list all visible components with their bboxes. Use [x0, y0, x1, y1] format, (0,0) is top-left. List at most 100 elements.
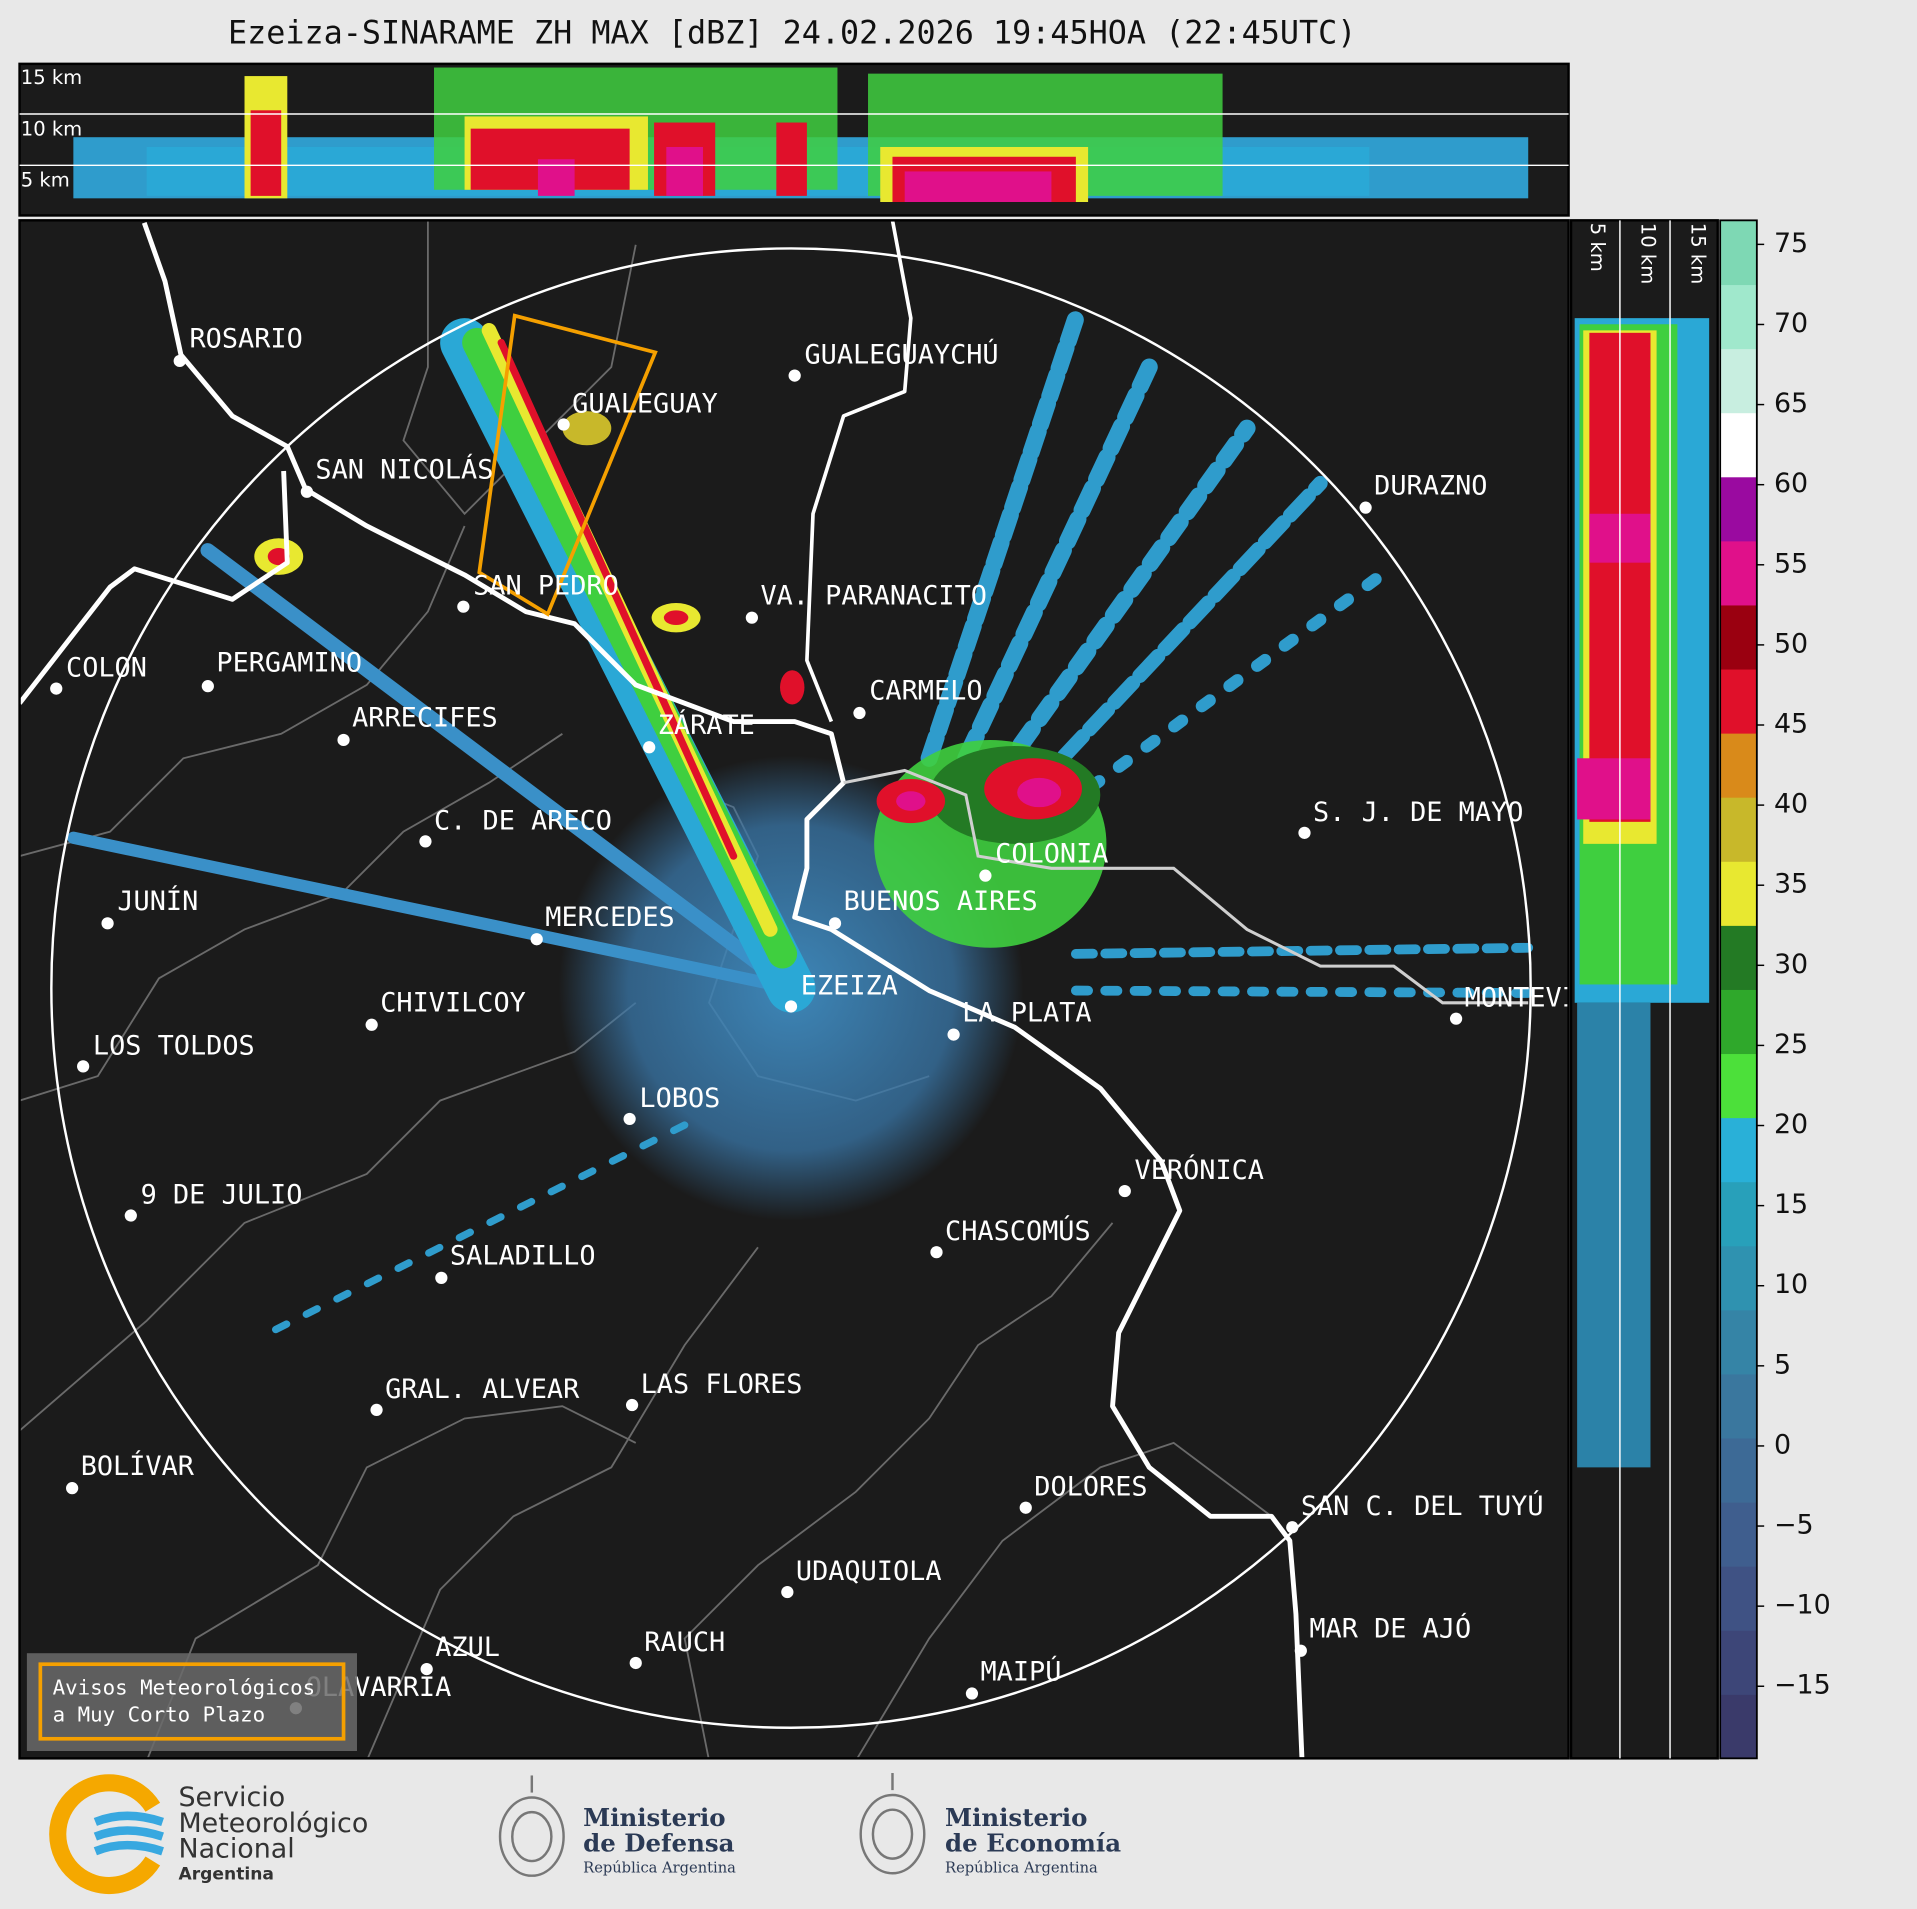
range-ring	[50, 247, 1532, 1730]
colorbar-band	[1720, 925, 1757, 990]
echo-cells	[254, 411, 1107, 948]
colorbar-tick-label: 75	[1774, 228, 1808, 259]
city-marker	[124, 1209, 137, 1222]
city-label: SALADILLO	[450, 1241, 596, 1272]
ministry-text: de Defensa	[583, 1829, 734, 1858]
city-label: SAN NICOLÁS	[315, 453, 493, 485]
colorbar-tick-label: 10	[1774, 1269, 1808, 1300]
colorbar-tick-label: 55	[1774, 548, 1808, 579]
ministry-text: Ministerio	[945, 1803, 1087, 1832]
ministry-text: de Economía	[945, 1829, 1121, 1858]
smn-text: Servicio	[178, 1782, 285, 1813]
colorbar-tick-label: 25	[1774, 1029, 1808, 1060]
warning-polygon	[477, 313, 658, 617]
colorbar-tick-label: 45	[1774, 708, 1808, 739]
colorbar-frame	[1719, 219, 1758, 1760]
colorbar-tick-label: −5	[1774, 1510, 1814, 1541]
city-label: RAUCH	[644, 1627, 725, 1658]
city-label: ZÁRATE	[658, 709, 755, 741]
city-marker	[979, 869, 992, 882]
city-marker	[419, 835, 432, 848]
colorbar-band	[1720, 540, 1757, 606]
ministry-subtitle: República Argentina	[583, 1859, 736, 1876]
city-label: BUENOS AIRES	[844, 886, 1038, 917]
colorbar-band	[1720, 668, 1757, 734]
colorbar-band	[1720, 1566, 1757, 1631]
city-marker	[788, 369, 801, 382]
city-marker	[947, 1028, 960, 1041]
colorbar-band	[1720, 1309, 1757, 1375]
colorbar-band	[1720, 1373, 1757, 1439]
colorbar-band	[1720, 1502, 1757, 1567]
city-label: DOLORES	[1034, 1472, 1147, 1503]
city-marker	[1449, 1012, 1463, 1025]
colorbar-band	[1720, 1181, 1757, 1247]
city-label: MONTEVIDEO	[1465, 983, 1627, 1014]
city-label: GUALEGUAYCHÚ	[804, 339, 998, 371]
smn-text: Argentina	[178, 1864, 273, 1884]
warning-text: a Muy Corto Plazo	[53, 1703, 266, 1727]
title: Ezeiza-SINARAME ZH MAX [dBZ] 24.02.2026 …	[228, 16, 1356, 52]
city-marker	[370, 1403, 383, 1417]
city-marker	[745, 611, 758, 624]
city-marker	[101, 917, 114, 930]
map: ROSARIO GUALEGUAYCHÚ GUALEGUAY SAN NICOLÁS D…	[19, 220, 1627, 1759]
top-panel: 15 km 10 km 5 km	[18, 62, 1570, 217]
colorbar-tick-label: 50	[1774, 628, 1808, 659]
colorbar-tick-label: −10	[1774, 1590, 1831, 1621]
uruguay-border	[843, 768, 1529, 1005]
city-marker	[77, 1060, 90, 1073]
city-marker	[457, 600, 470, 613]
colorbar-tick-label: 5	[1774, 1349, 1791, 1380]
city-label: PERGAMINO	[216, 648, 362, 679]
footer: Servicio Meteorológico Nacional Argentin…	[49, 1773, 1121, 1895]
city-marker	[1294, 1644, 1307, 1657]
city-marker	[201, 680, 214, 693]
city-label: EZEIZA	[801, 970, 898, 1001]
city-label: GRAL. ALVEAR	[385, 1374, 580, 1405]
city-marker	[965, 1687, 979, 1700]
colorbar-band	[1720, 284, 1757, 350]
city-marker	[557, 418, 570, 431]
city-marker	[781, 1585, 794, 1599]
city-marker	[530, 933, 543, 946]
colorbar-band	[1720, 733, 1757, 798]
city-label: LOS TOLDOS	[93, 1030, 255, 1061]
city-label: CHIVILCOY	[380, 988, 526, 1019]
ministry-text: Ministerio	[583, 1803, 725, 1832]
city-marker	[1019, 1501, 1032, 1514]
colorbar-tick-label: 30	[1774, 949, 1808, 980]
echo-rays	[67, 309, 1534, 1337]
defensa-emblem	[498, 1775, 565, 1877]
colorbar-tick-label: 0	[1774, 1429, 1791, 1460]
colorbar-band	[1720, 1437, 1757, 1503]
colorbar-band	[1720, 1245, 1757, 1311]
city-marker	[643, 741, 656, 754]
city-marker	[420, 1662, 433, 1676]
colorbar-band	[1720, 348, 1757, 414]
city-marker	[435, 1271, 448, 1284]
city-label: COLON	[66, 653, 147, 684]
warning-box	[38, 1662, 346, 1741]
city-label: COLONIA	[995, 838, 1108, 869]
side-panel: 5 km 10 km 15 km	[1569, 219, 1719, 1760]
colorbar-tick-label: 40	[1774, 789, 1808, 820]
city-label: MERCEDES	[545, 902, 674, 933]
city-label: MAR DE AJÓ	[1309, 1612, 1471, 1644]
colorbar-band	[1720, 861, 1757, 926]
height-label: 10 km	[21, 117, 82, 140]
city-marker	[1359, 501, 1372, 514]
city-marker	[828, 917, 842, 930]
city-marker	[623, 1112, 636, 1126]
colorbar-tick-label: 65	[1774, 388, 1808, 419]
warning-text: Avisos Meteorológicos	[53, 1676, 316, 1700]
colorbar-band	[1720, 797, 1757, 862]
city-label: S. J. DE MAYO	[1313, 797, 1523, 828]
city-label: LA PLATA	[962, 997, 1091, 1028]
coastline	[19, 220, 1305, 1759]
smn-text: Nacional	[178, 1834, 294, 1865]
city-label: C. DE ARECO	[434, 805, 612, 836]
city-marker	[1286, 1521, 1299, 1534]
